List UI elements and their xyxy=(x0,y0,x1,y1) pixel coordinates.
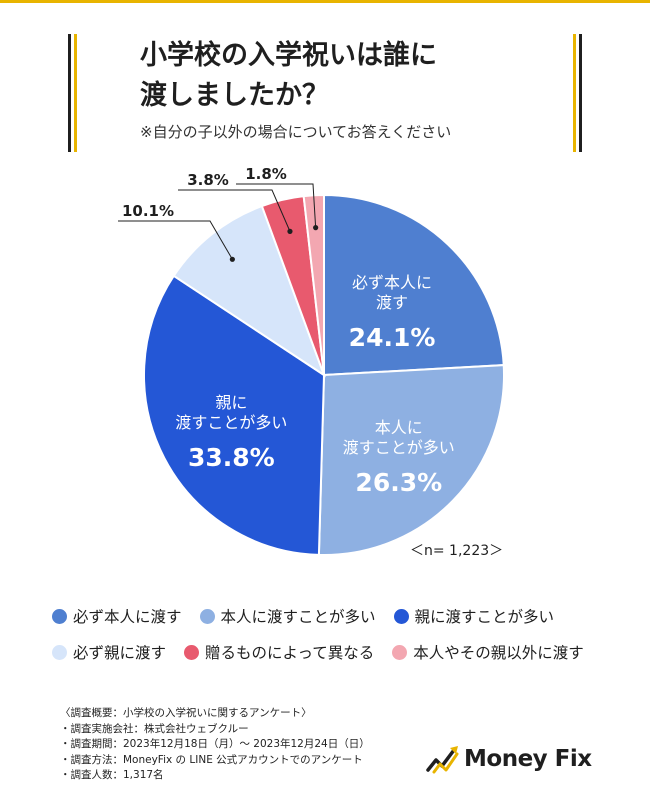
slice-6-leader-dot xyxy=(313,225,319,231)
legend-label: 本人に渡すことが多い xyxy=(220,608,376,626)
legend-item-4: 必ず親に渡す xyxy=(52,641,166,663)
legend-swatch xyxy=(392,644,408,660)
title-bar-right xyxy=(579,34,582,152)
legend-label: 必ず本人に渡す xyxy=(73,608,182,626)
footnote-line-3: ・調査期間：2023年12月18日（月）〜 2023年12月24日（日） xyxy=(60,738,370,750)
slice-5-leader-line xyxy=(178,189,291,232)
legend-row-1: 必ず本人に渡す 本人に渡すことが多い 親に渡すことが多い xyxy=(52,598,612,634)
legend-label: 親に渡すことが多い xyxy=(414,608,555,626)
moneyfix-logo-icon xyxy=(426,746,459,774)
slice-4-value: 10.1% xyxy=(122,202,174,220)
footnote-line-2: ・調査実施会社：株式会社ウェブクルー xyxy=(60,722,249,735)
pie-slice-4 xyxy=(172,204,326,378)
moneyfix-logo: Money Fix xyxy=(426,744,592,774)
slice-2-label-line-1: 本人に xyxy=(375,418,423,437)
logo-text: Money Fix xyxy=(464,746,592,772)
legend-swatch xyxy=(184,644,200,660)
slice-5-value: 3.8% xyxy=(187,171,229,189)
slice-6-leader-line xyxy=(236,183,317,228)
title-bar-left xyxy=(68,34,71,152)
top-border xyxy=(0,0,650,3)
slice-1-value: 24.1% xyxy=(349,323,436,352)
legend-swatch xyxy=(393,608,409,624)
legend-row-2: 必ず親に渡す 贈るものによって異なる 本人やその親以外に渡す xyxy=(52,634,612,670)
legend-swatch xyxy=(199,608,215,624)
survey-footnote: 〈調査概要：小学校の入学祝いに関するアンケート〉 ・調査実施会社：株式会社ウェブク… xyxy=(60,706,420,784)
title-bar-left-accent xyxy=(74,34,77,152)
legend: 必ず本人に渡す 本人に渡すことが多い 親に渡すことが多い必ず親に渡す 贈るものによって… xyxy=(52,598,612,670)
sample-size-note: ＜n= 1,223＞ xyxy=(410,543,503,559)
slice-4-leader-dot xyxy=(229,256,235,262)
title-bar-right-accent xyxy=(573,34,576,152)
legend-item-6: 本人やその親以外に渡す xyxy=(392,641,584,663)
slice-1-label-line-2: 渡す xyxy=(376,293,408,312)
legend-label: 必ず親に渡す xyxy=(73,644,167,662)
footnote-line-1: 〈調査概要：小学校の入学祝いに関するアンケート〉 xyxy=(60,707,312,719)
pie-leader-lines xyxy=(118,183,319,262)
pie-slice-1 xyxy=(323,193,505,377)
legend-label: 本人やその親以外に渡す xyxy=(413,644,584,662)
slice-1-label-line-1: 必ず本人に xyxy=(352,273,432,292)
footnote-line-4: ・調査方法：MoneyFix の LINE 公式アカウントでのアンケート xyxy=(60,753,363,766)
legend-item-5: 贈るものによって異なる xyxy=(184,641,374,663)
pie-slices xyxy=(143,193,505,556)
legend-swatch xyxy=(52,644,67,660)
title-line-1: 小学校の入学祝いは誰に xyxy=(140,40,437,71)
slice-3-label-line-2: 渡すことが多い xyxy=(175,413,287,432)
slice-2-value: 26.3% xyxy=(355,468,442,497)
page-title: 小学校の入学祝いは誰に 渡しましたか？ xyxy=(140,36,560,116)
slice-3-value: 33.8% xyxy=(188,443,275,472)
legend-label: 贈るものによって異なる xyxy=(205,644,375,662)
legend-item-1: 必ず本人に渡す xyxy=(52,605,182,627)
slice-6-value: 1.8% xyxy=(245,165,287,183)
pie-slice-2 xyxy=(317,364,505,556)
pie-chart: 必ず本人に渡す24.1%本人に渡すことが多い26.3%親に渡すことが多い33.8… xyxy=(118,165,505,559)
slice-4-leader-line xyxy=(118,220,233,260)
footnote-line-5: ・調査人数：1,317名 xyxy=(60,769,164,781)
title-block: 小学校の入学祝いは誰に 渡しましたか？ ※自分の子以外の場合についてお答えくださ… xyxy=(68,34,582,152)
slice-2-label-line-2: 渡すことが多い xyxy=(343,438,455,457)
slice-3-label-line-1: 親に xyxy=(215,393,247,412)
legend-swatch xyxy=(52,608,67,624)
legend-item-2: 本人に渡すことが多い xyxy=(199,605,376,627)
subtitle: ※自分の子以外の場合についてお答えください xyxy=(140,123,452,141)
title-line-2: 渡しましたか？ xyxy=(140,80,329,111)
legend-item-3: 親に渡すことが多い xyxy=(393,605,555,627)
pie-labels: 必ず本人に渡す24.1%本人に渡すことが多い26.3%親に渡すことが多い33.8… xyxy=(122,165,455,497)
